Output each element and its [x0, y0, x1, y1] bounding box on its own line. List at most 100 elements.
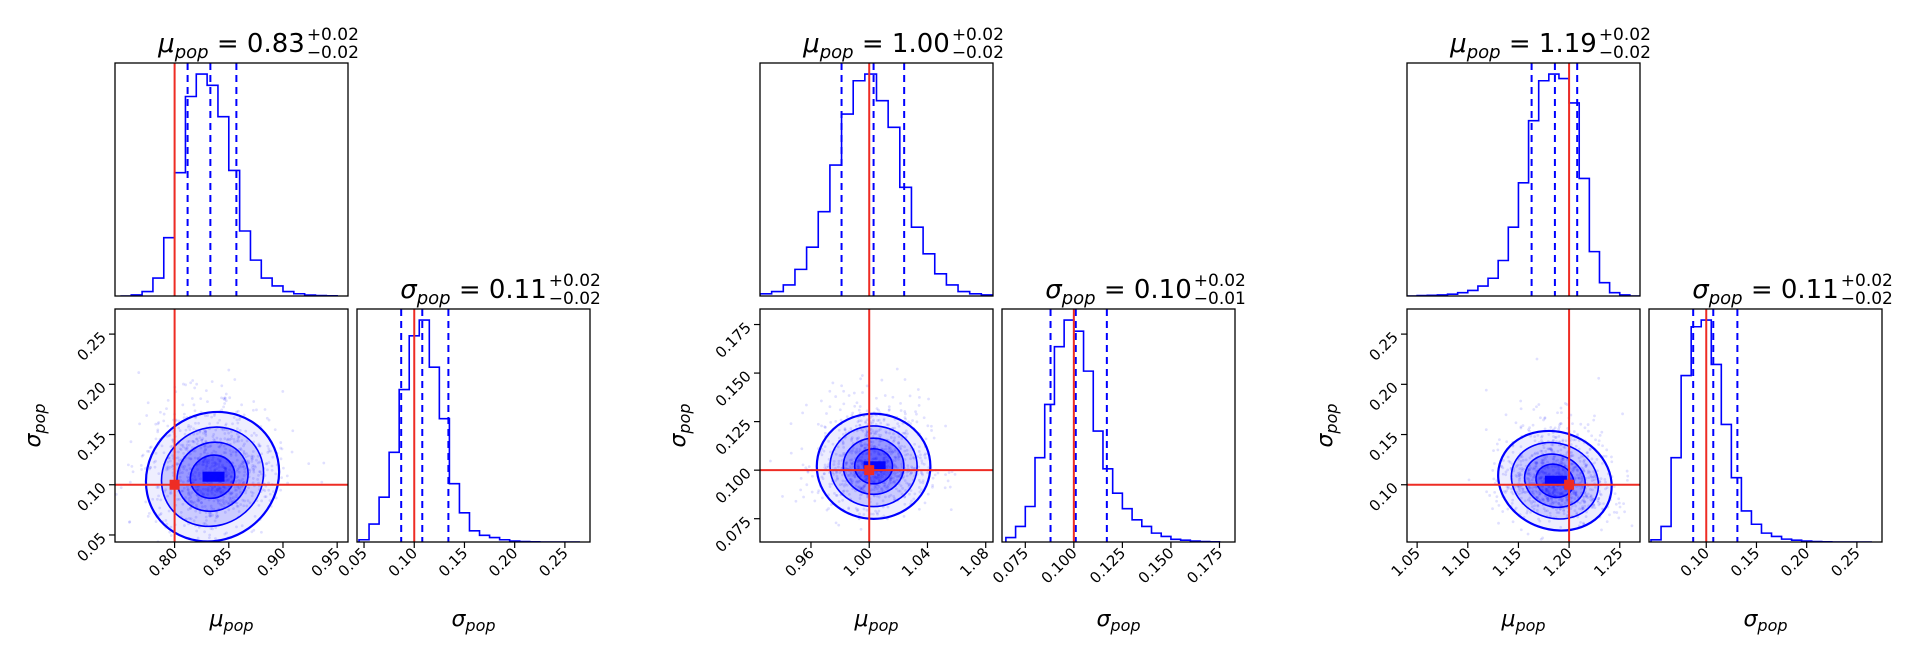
sample-point: [1519, 426, 1523, 430]
sample-point: [862, 443, 866, 447]
sample-point: [1543, 427, 1547, 431]
sample-point: [843, 428, 847, 432]
sample-point: [1570, 504, 1574, 508]
sample-point: [823, 431, 827, 435]
sample-point: [223, 466, 227, 470]
sample-point: [227, 508, 231, 512]
contour-level-3: [160, 426, 265, 528]
xaxis-mu-2-tick-label: 1.08: [956, 544, 992, 580]
sample-point: [237, 439, 240, 443]
sample-point: [1540, 469, 1544, 473]
sample-point: [267, 449, 271, 453]
sample-point: [891, 450, 895, 454]
sample-point: [1536, 503, 1540, 507]
sample-point: [1467, 478, 1471, 482]
sample-point: [178, 429, 182, 433]
sample-point: [1546, 497, 1549, 500]
sample-point: [930, 429, 933, 432]
sample-point: [882, 417, 886, 421]
sample-point: [320, 480, 324, 484]
sample-point: [230, 434, 234, 438]
sample-point: [147, 450, 151, 453]
sample-point: [1569, 477, 1573, 481]
sample-point: [189, 506, 193, 510]
sample-point: [245, 452, 248, 456]
sample-point: [915, 420, 919, 424]
title-mu-3-subscript: pop: [1466, 42, 1501, 63]
sample-point: [1519, 407, 1523, 411]
sample-point: [1534, 465, 1538, 469]
sample-point: [235, 501, 239, 505]
sample-point: [1602, 502, 1605, 506]
hist-sigma-3-frame: [1648, 308, 1883, 543]
sample-point: [1504, 491, 1507, 494]
sample-point: [1604, 454, 1608, 458]
sample-point: [842, 446, 846, 449]
sample-point: [827, 507, 830, 510]
sample-point: [912, 456, 916, 460]
sample-point: [893, 436, 897, 440]
sample-point: [236, 409, 240, 413]
sample-point: [885, 423, 889, 427]
sample-point: [906, 432, 909, 435]
sample-point: [1545, 488, 1549, 491]
sample-point: [238, 429, 242, 432]
xlabel-mu-3-symbol: μ: [1500, 607, 1515, 632]
sample-point: [1540, 449, 1544, 453]
sample-point: [1560, 460, 1563, 464]
sample-point: [216, 457, 220, 461]
sample-point: [1560, 492, 1564, 496]
sample-point: [235, 432, 239, 436]
sample-point: [860, 374, 864, 377]
sample-point: [1590, 499, 1594, 503]
sample-point: [209, 489, 213, 493]
sample-point: [847, 394, 851, 397]
sample-point: [267, 447, 271, 451]
sample-point: [248, 501, 252, 505]
sample-point: [1542, 461, 1546, 465]
sample-point: [228, 492, 232, 496]
sample-point: [877, 490, 881, 494]
sample-point: [249, 490, 253, 494]
sample-point: [1526, 469, 1530, 473]
sample-point: [800, 447, 804, 451]
sample-point: [160, 444, 164, 448]
sample-point: [212, 414, 216, 417]
sample-point: [202, 458, 206, 461]
sample-point: [1501, 472, 1505, 476]
sample-point: [895, 367, 899, 371]
sample-point: [1517, 477, 1521, 481]
sample-point: [1545, 496, 1549, 500]
sample-point: [886, 459, 890, 463]
sample-point: [238, 464, 241, 468]
sample-point: [189, 517, 193, 521]
sample-point: [1550, 464, 1554, 468]
sample-point: [203, 530, 206, 534]
sample-point: [897, 457, 900, 461]
sample-point: [865, 430, 869, 434]
sample-point: [241, 477, 245, 481]
sample-point: [253, 464, 256, 468]
sample-point: [1545, 455, 1549, 459]
sample-point: [203, 504, 207, 508]
sample-point: [1518, 473, 1522, 476]
ylabel-sigma-1-symbol: σ: [21, 433, 46, 448]
hist-sigma-2-marks: [1005, 309, 1221, 542]
sample-point: [228, 496, 232, 500]
sample-point: [171, 438, 175, 442]
sample-point: [1565, 403, 1569, 406]
sample-point: [219, 444, 222, 447]
sample-point: [910, 465, 914, 469]
title-sigma-3-median: = 0.11: [1743, 275, 1839, 305]
sample-point: [1579, 486, 1583, 490]
sample-point: [888, 478, 892, 482]
sample-point: [1580, 475, 1584, 478]
xaxis-sigma-3-tick-label: 0.15: [1727, 544, 1763, 580]
sample-point: [266, 444, 270, 448]
sample-point: [907, 484, 911, 488]
sample-point: [1589, 475, 1593, 479]
sample-point: [857, 459, 861, 463]
sample-point: [903, 410, 907, 413]
sample-point: [1575, 467, 1579, 471]
